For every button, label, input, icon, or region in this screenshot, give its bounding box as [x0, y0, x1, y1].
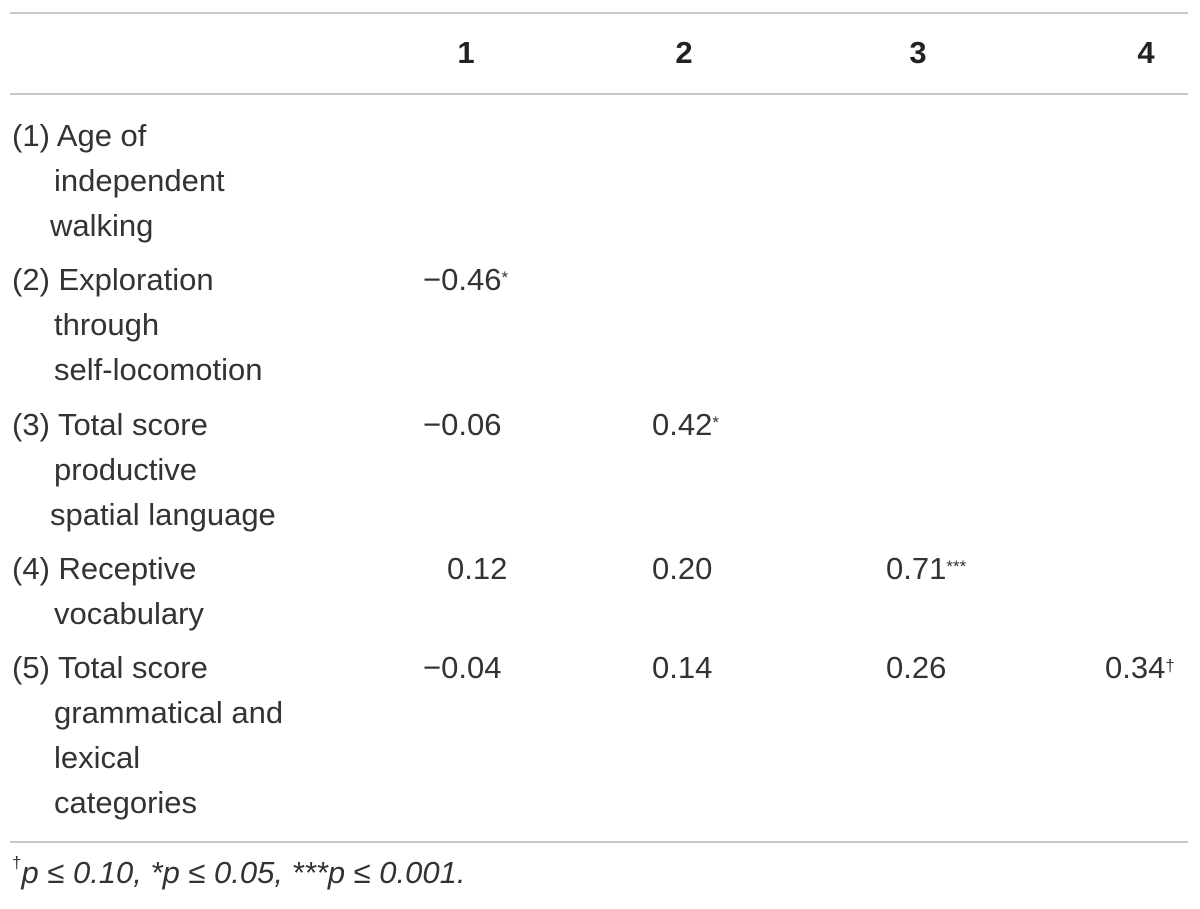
row-label-line: (5) Total score [12, 650, 208, 685]
row-label-line: through [54, 307, 160, 342]
row-label-line: productive [54, 452, 198, 487]
row-label-line: self-locomotion [54, 352, 263, 387]
footnote-part: ***p ≤ 0.001. [291, 855, 466, 890]
row-label-line: vocabulary [54, 596, 204, 631]
row-label-3: (3) Total score productive spatial langu… [12, 402, 392, 537]
row-label-line: categories [54, 785, 198, 820]
table-footnote: †p ≤ 0.10, *p ≤ 0.05, ***p ≤ 0.001. [12, 853, 466, 891]
cell-value: 0.26 [886, 650, 947, 685]
cell-value: −0.06 [423, 407, 502, 442]
table-cell-r5-c2: 0.14 [652, 645, 712, 690]
column-header-1: 1 [457, 35, 475, 70]
cell-value: 0.12 [447, 551, 508, 586]
cell-value: −0.46 [423, 262, 502, 297]
table-cell-r4-c1: 0.12 [447, 546, 507, 591]
table-cell-r2-c1: −0.46* [423, 257, 508, 302]
table-cell-r3-c2: 0.42* [652, 402, 719, 447]
row-label-line: independent [54, 163, 225, 198]
significance-mark: *** [946, 557, 967, 576]
header-rule [10, 93, 1188, 95]
dagger-mark: † [12, 853, 22, 872]
cell-value: 0.71 [886, 551, 947, 586]
row-label-line: (3) Total score [12, 407, 208, 442]
column-header-4: 4 [1137, 35, 1155, 70]
cell-value: 0.20 [652, 551, 713, 586]
table-cell-r5-c3: 0.26 [886, 645, 946, 690]
footnote-part: p ≤ 0.10, [21, 855, 151, 890]
row-label-4: (4) Receptive vocabulary [12, 546, 392, 636]
cell-value: −0.04 [423, 650, 502, 685]
significance-mark: † [1165, 656, 1175, 675]
significance-mark: * [712, 413, 719, 432]
row-label-line: spatial language [50, 497, 276, 532]
cell-value: 0.34 [1105, 650, 1166, 685]
footnote-part: *p ≤ 0.05, [150, 855, 292, 890]
table-top-rule [10, 12, 1188, 14]
table-cell-r4-c3: 0.71*** [886, 546, 966, 591]
row-label-line: walking [50, 208, 154, 243]
row-label-1: (1) Age of independent walking [12, 113, 392, 248]
cell-value: 0.42 [652, 407, 713, 442]
row-label-line: (2) Exploration [12, 262, 214, 297]
row-label-2: (2) Exploration through self-locomotion [12, 257, 392, 392]
table-cell-r3-c1: −0.06 [423, 402, 501, 447]
row-label-5: (5) Total score grammatical and lexical … [12, 645, 392, 825]
row-label-line: grammatical and [54, 695, 284, 730]
column-header-3: 3 [909, 35, 927, 70]
table-cell-r4-c2: 0.20 [652, 546, 712, 591]
significance-mark: * [501, 268, 509, 287]
table-cell-r5-c4: 0.34† [1105, 645, 1175, 690]
row-label-line: (4) Receptive [12, 551, 197, 586]
row-label-line: (1) Age of [12, 118, 147, 153]
row-label-line: lexical [54, 740, 141, 775]
footer-rule [10, 841, 1188, 843]
table-cell-r5-c1: −0.04 [423, 645, 501, 690]
cell-value: 0.14 [652, 650, 713, 685]
column-header-2: 2 [675, 35, 693, 70]
